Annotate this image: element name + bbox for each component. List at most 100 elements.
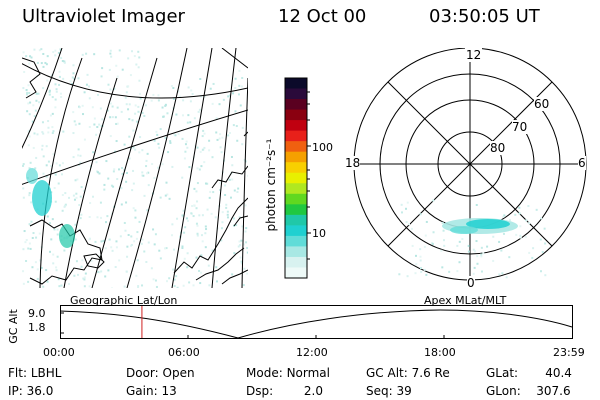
emission-pixel: [143, 114, 146, 117]
emission-pixel: [27, 144, 30, 147]
emission-pixel: [131, 119, 134, 122]
emission-pixel: [30, 220, 33, 223]
emission-pixel: [58, 75, 61, 78]
emission-pixel: [59, 92, 62, 95]
emission-pixel: [543, 227, 546, 230]
emission-pixel: [527, 205, 530, 208]
emission-pixel: [244, 230, 247, 233]
emission-pixel: [96, 125, 99, 128]
emission-pixel: [177, 132, 180, 135]
emission-pixel: [104, 247, 107, 250]
emission-pixel: [204, 182, 207, 185]
emission-pixel: [96, 216, 99, 219]
emission-pixel: [127, 85, 130, 88]
emission-pixel: [138, 92, 141, 95]
emission-pixel: [77, 273, 80, 276]
uv-emission-region: [26, 168, 75, 248]
emission-pixel: [195, 222, 198, 225]
colorbar: [284, 77, 311, 279]
emission-pixel: [132, 182, 135, 185]
uv-emission-speckle: [22, 48, 248, 288]
emission-pixel: [48, 222, 51, 225]
emission-pixel: [196, 200, 199, 203]
mlt-label-18: 18: [345, 156, 361, 170]
emission-pixel: [172, 97, 175, 100]
emission-pixel: [141, 284, 144, 287]
colorbar-band: [285, 172, 307, 184]
emission-pixel: [192, 284, 195, 287]
emission-pixel: [53, 228, 56, 231]
emission-pixel: [153, 243, 156, 246]
emission-pixel: [414, 254, 417, 257]
emission-pixel: [37, 92, 40, 95]
emission-pixel: [166, 280, 169, 283]
emission-pixel: [61, 193, 64, 196]
emission-pixel: [103, 188, 106, 191]
emission-pixel: [96, 93, 99, 96]
emission-pixel: [432, 199, 435, 202]
emission-pixel: [187, 114, 190, 117]
emission-pixel: [28, 223, 31, 226]
emission-pixel: [166, 193, 169, 196]
emission-pixel: [127, 108, 130, 111]
emission-pixel: [220, 227, 223, 230]
emission-pixel: [200, 271, 203, 274]
emission-pixel: [110, 246, 113, 249]
emission-pixel: [240, 260, 243, 263]
emission-pixel: [181, 245, 184, 248]
emission-pixel: [173, 285, 176, 288]
emission-pixel: [124, 229, 127, 232]
emission-pixel: [227, 134, 230, 137]
emission-pixel: [64, 204, 67, 207]
emission-pixel: [31, 120, 34, 123]
colorbar-band: [285, 246, 307, 258]
emission-pixel: [419, 267, 422, 270]
emission-pixel: [420, 270, 423, 273]
emission-pixel: [145, 261, 148, 264]
emission-pixel: [31, 266, 34, 269]
emission-pixel: [204, 246, 207, 249]
emission-pixel: [239, 256, 242, 259]
emission-pixel: [54, 49, 57, 52]
emission-pixel: [132, 207, 135, 210]
emission-pixel: [74, 179, 77, 182]
emission-pixel: [46, 280, 49, 283]
emission-pixel: [33, 132, 36, 135]
emission-pixel: [400, 211, 403, 214]
emission-pixel: [134, 216, 137, 219]
emission-pixel: [157, 99, 160, 102]
emission-pixel: [155, 285, 158, 288]
emission-pixel: [171, 165, 174, 168]
emission-pixel: [238, 240, 241, 243]
emission-pixel: [118, 49, 121, 52]
emission-pixel: [228, 178, 231, 181]
emission-pixel: [115, 246, 118, 249]
emission-pixel: [116, 75, 119, 78]
emission-pixel: [104, 275, 107, 278]
colorbar-band: [285, 193, 307, 205]
polar-mlat-mlt-plot: [353, 48, 587, 281]
emission-pixel: [539, 270, 542, 273]
colorbar-unit-label: photon cm⁻²s⁻¹: [264, 138, 278, 232]
emission-pixel: [196, 167, 199, 170]
emission-pixel: [241, 143, 244, 146]
emission-pixel: [29, 161, 32, 164]
emission-pixel: [241, 76, 244, 79]
emission-pixel: [46, 55, 49, 58]
emission-pixel: [181, 137, 184, 140]
emission-pixel: [187, 86, 190, 89]
emission-pixel: [109, 116, 112, 119]
emission-pixel: [181, 247, 184, 250]
emission-pixel: [240, 239, 243, 242]
emission-pixel: [159, 257, 162, 260]
emission-pixel: [228, 94, 231, 97]
emission-pixel: [215, 131, 218, 134]
emission-pixel: [27, 247, 30, 250]
emission-pixel: [425, 273, 428, 276]
emission-pixel: [196, 232, 199, 235]
colorbar-band: [285, 204, 307, 216]
emission-pixel: [242, 284, 245, 287]
emission-pixel: [480, 255, 483, 258]
emission-pixel: [247, 174, 248, 177]
emission-pixel: [28, 167, 31, 170]
